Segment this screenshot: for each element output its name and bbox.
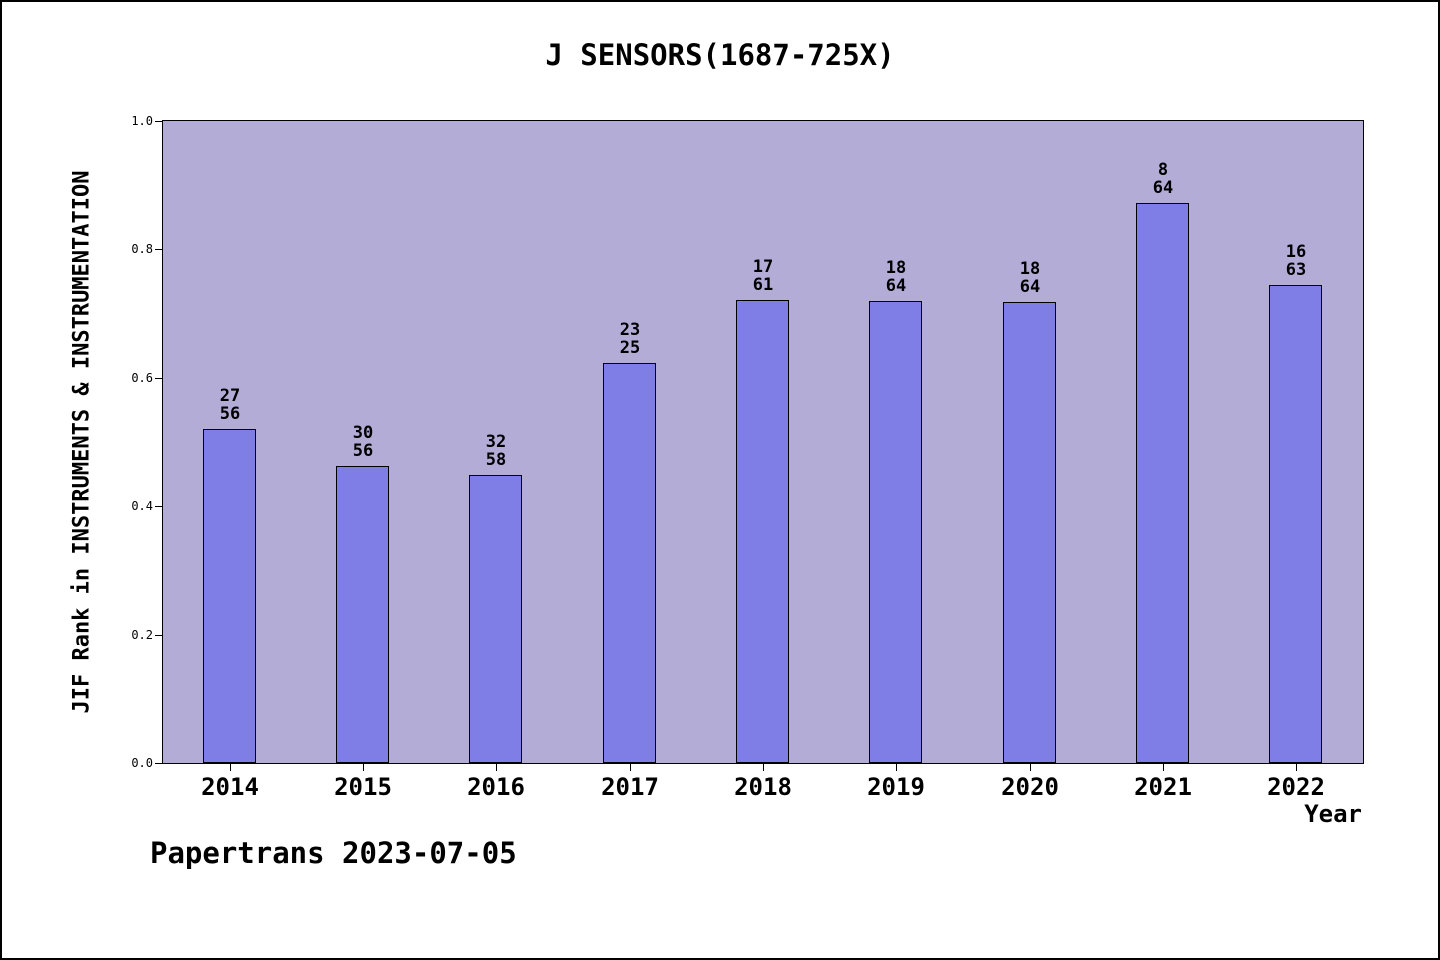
x-tick-mark <box>630 763 631 771</box>
x-tick-mark <box>230 763 231 771</box>
bar-2014 <box>203 429 256 763</box>
bar-label-rank: 8 <box>1157 160 1169 181</box>
bar-value-label-2016: 32 58 <box>456 432 536 471</box>
bar-value-label-2019: 18 64 <box>856 258 936 297</box>
y-tick-mark <box>155 506 163 507</box>
bar-value-label-2022: 16 63 <box>1256 242 1336 281</box>
bar-2018 <box>736 300 789 763</box>
bar-label-rank: 18 <box>1019 259 1041 280</box>
bar-2017 <box>603 363 656 763</box>
y-tick-label: 0.4 <box>131 499 153 513</box>
bar-value-label-2020: 18 64 <box>990 259 1070 298</box>
y-tick-mark <box>155 378 163 379</box>
plot-area: 0.0 0.2 0.4 0.6 0.8 1.0 27 56 2014 30 56 2015 32 58 20… <box>131 114 1364 801</box>
bar-label-total: 56 <box>219 404 241 425</box>
bar-value-label-2021: 8 64 <box>1123 160 1203 199</box>
x-tick-mark <box>1030 763 1031 771</box>
bar-label-rank: 16 <box>1285 242 1307 263</box>
bar-label-total: 63 <box>1285 260 1307 281</box>
bar-label-total: 25 <box>619 338 641 359</box>
x-tick-label-2019: 2019 <box>867 773 925 801</box>
y-tick-label: 0.8 <box>131 242 153 256</box>
x-tick-label-2015: 2015 <box>334 773 392 801</box>
bar-label-total: 64 <box>885 276 907 297</box>
bar-value-label-2018: 17 61 <box>723 257 803 296</box>
bar-2016 <box>469 475 522 763</box>
bar-label-rank: 30 <box>352 423 374 444</box>
bar-2019 <box>869 301 922 763</box>
x-tick-label-2014: 2014 <box>201 773 259 801</box>
y-tick-mark <box>155 635 163 636</box>
bar-2015 <box>336 466 389 763</box>
bar-value-label-2017: 23 25 <box>590 320 670 359</box>
x-tick-label-2018: 2018 <box>734 773 792 801</box>
bar-label-rank: 18 <box>885 258 907 279</box>
bar-label-rank: 23 <box>619 320 641 341</box>
x-tick-label-2016: 2016 <box>467 773 525 801</box>
x-tick-mark <box>763 763 764 771</box>
y-tick-label: 0.2 <box>131 628 153 642</box>
y-axis-title: JIF Rank in INSTRUMENTS & INSTRUMENTATIO… <box>69 170 95 714</box>
bar-label-total: 64 <box>1152 178 1174 199</box>
chart-title: J SENSORS(1687-725X) <box>545 38 895 72</box>
x-tick-label-2017: 2017 <box>601 773 659 801</box>
y-tick-mark <box>155 763 163 764</box>
x-tick-mark <box>363 763 364 771</box>
x-tick-mark <box>1296 763 1297 771</box>
bar-label-rank: 32 <box>485 432 507 453</box>
bar-label-rank: 17 <box>752 257 774 278</box>
x-tick-mark <box>1163 763 1164 771</box>
bar-2021 <box>1136 203 1189 763</box>
x-tick-mark <box>896 763 897 771</box>
bar-label-total: 58 <box>485 450 507 471</box>
bar-label-total: 61 <box>752 275 774 296</box>
bar-2020 <box>1003 302 1056 763</box>
bar-value-label-2015: 30 56 <box>323 423 403 462</box>
x-tick-label-2020: 2020 <box>1001 773 1059 801</box>
y-tick-mark <box>155 249 163 250</box>
watermark-text: Papertrans 2023-07-05 <box>150 836 517 870</box>
bar-2022 <box>1269 285 1322 763</box>
bar-label-total: 64 <box>1019 277 1041 298</box>
x-tick-label-2022: 2022 <box>1267 773 1325 801</box>
bar-label-total: 56 <box>352 441 374 462</box>
y-tick-label: 1.0 <box>131 114 153 128</box>
x-axis-title: Year <box>1304 800 1362 828</box>
x-tick-mark <box>496 763 497 771</box>
y-tick-label: 0.0 <box>131 756 153 770</box>
bar-value-label-2014: 27 56 <box>190 386 270 425</box>
bar-label-rank: 27 <box>219 386 241 407</box>
y-tick-label: 0.6 <box>131 371 153 385</box>
x-tick-label-2021: 2021 <box>1134 773 1192 801</box>
y-tick-mark <box>155 121 163 122</box>
